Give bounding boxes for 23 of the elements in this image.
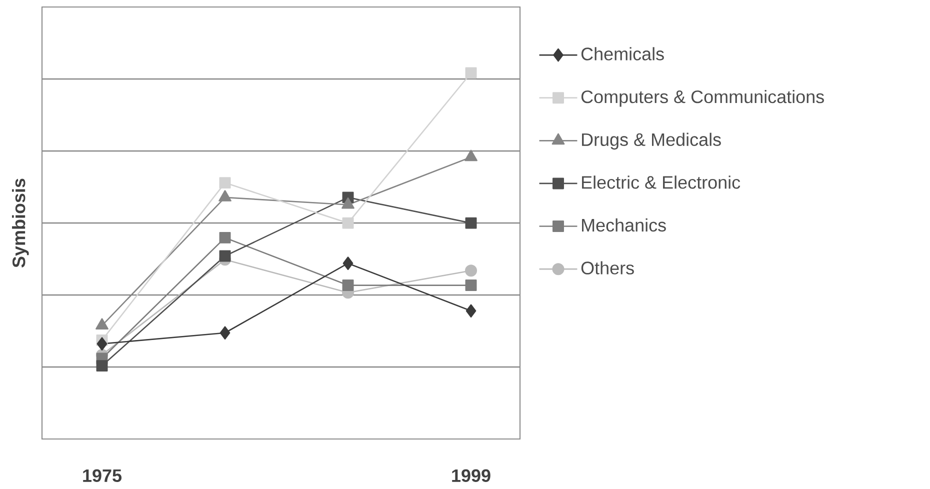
point bbox=[220, 326, 230, 340]
legend-label: Computers & Communications bbox=[581, 90, 824, 107]
legend-label: Others bbox=[581, 261, 634, 274]
point bbox=[466, 304, 476, 318]
point bbox=[219, 250, 231, 262]
legend-label: Electric & Electronic bbox=[582, 176, 740, 189]
point bbox=[342, 280, 354, 292]
point bbox=[219, 232, 231, 244]
point bbox=[96, 337, 108, 351]
legend-label: Drugs & Medicals bbox=[582, 132, 721, 150]
point bbox=[465, 217, 477, 229]
x-tick-label: 1975 bbox=[83, 469, 122, 482]
x-tick-label: 1999 bbox=[452, 469, 490, 482]
point bbox=[96, 360, 108, 372]
point bbox=[465, 280, 477, 292]
legend-label: Chemicals bbox=[581, 47, 664, 60]
point bbox=[342, 256, 354, 270]
legend-label: Mechanics bbox=[582, 218, 666, 232]
point bbox=[219, 177, 231, 189]
y-axis-title: Symbiosis bbox=[12, 178, 29, 268]
point bbox=[465, 264, 478, 277]
point bbox=[465, 67, 477, 79]
point bbox=[342, 217, 354, 229]
